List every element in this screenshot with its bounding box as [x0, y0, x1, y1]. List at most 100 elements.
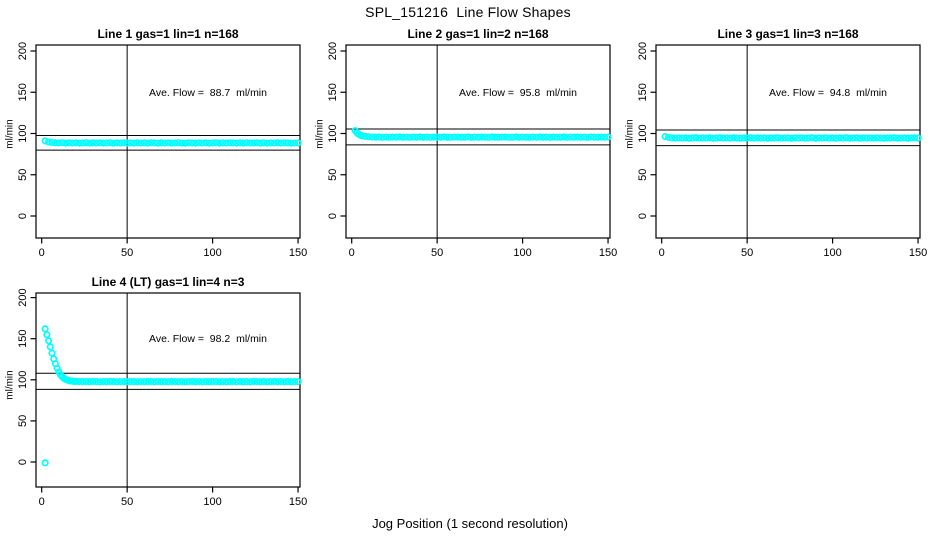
- data-point: [716, 134, 724, 142]
- data-point: [577, 133, 585, 141]
- data-point: [893, 134, 902, 142]
- data-point: [774, 134, 782, 142]
- x-axis-tick-label: 150: [289, 496, 307, 508]
- data-point: [137, 377, 145, 386]
- data-point: [532, 133, 540, 141]
- data-point: [389, 133, 397, 141]
- panel-3-ave-flow-annotation: Ave. Flow = 94.8 ml/min: [769, 87, 887, 99]
- x-axis-tick-label: 100: [513, 247, 531, 259]
- data-point: [243, 139, 251, 147]
- data-point: [454, 133, 462, 141]
- data-point: [232, 378, 241, 386]
- data-point: [702, 134, 710, 142]
- plot-frame: [35, 292, 301, 488]
- y-axis-tick-label: 100: [327, 124, 339, 142]
- data-point: [675, 134, 683, 142]
- data-point: [62, 139, 70, 147]
- data-point: [209, 139, 217, 147]
- x-axis-tick-label: 150: [599, 247, 617, 259]
- data-point: [113, 378, 121, 386]
- data-point: [127, 139, 135, 147]
- data-point: [150, 378, 159, 386]
- data-point: [678, 134, 686, 142]
- data-point: [409, 133, 417, 141]
- data-point: [549, 133, 557, 141]
- data-point: [133, 378, 141, 386]
- data-point: [529, 133, 537, 141]
- data-point: [560, 133, 568, 141]
- data-point: [75, 139, 83, 147]
- panel-4-y-axis-label: ml/min: [4, 370, 16, 400]
- data-point: [907, 134, 915, 142]
- data-point: [130, 139, 138, 147]
- data-point: [846, 134, 854, 142]
- data-point: [120, 378, 128, 386]
- data-point: [856, 134, 864, 142]
- data-point: [914, 134, 922, 142]
- data-point: [426, 133, 434, 141]
- data-point: [385, 133, 393, 141]
- data-point: [712, 134, 720, 142]
- data-point: [512, 133, 520, 141]
- data-point: [498, 133, 506, 141]
- data-point: [726, 134, 734, 142]
- data-point: [406, 133, 414, 141]
- data-point: [443, 133, 451, 141]
- data-point: [178, 139, 186, 147]
- data-point: [174, 378, 182, 386]
- y-axis-tick-label: 200: [327, 42, 339, 60]
- data-point: [287, 378, 295, 386]
- data-point: [361, 132, 369, 141]
- data-point: [205, 139, 213, 147]
- data-point: [760, 134, 768, 142]
- panel-3-y-axis-label: ml/min: [624, 119, 636, 149]
- data-point: [587, 133, 595, 141]
- data-point: [416, 133, 424, 141]
- data-point: [733, 134, 741, 142]
- data-point: [825, 134, 833, 142]
- data-point: [488, 133, 496, 141]
- data-point: [495, 133, 503, 141]
- data-point: [467, 133, 475, 141]
- data-point: [832, 134, 840, 142]
- data-point: [457, 133, 465, 141]
- data-point: [566, 133, 575, 141]
- data-point: [291, 377, 299, 386]
- data-point: [849, 134, 857, 142]
- y-axis-tick-label: 100: [17, 124, 29, 142]
- data-point: [447, 133, 455, 141]
- panel-2-title: Line 2 gas=1 lin=2 n=168: [407, 27, 549, 41]
- data-point: [399, 133, 407, 141]
- data-point: [44, 337, 53, 345]
- data-point: [870, 134, 878, 142]
- x-axis-tick-label: 0: [349, 247, 355, 259]
- data-point: [791, 134, 799, 142]
- data-point: [277, 139, 285, 147]
- data-point: [811, 134, 820, 142]
- data-point: [876, 134, 885, 142]
- data-point: [106, 377, 114, 385]
- data-point: [753, 134, 761, 142]
- y-axis-tick-label: 100: [637, 124, 649, 142]
- data-point: [866, 134, 874, 142]
- data-point: [695, 134, 703, 142]
- data-point: [740, 134, 748, 142]
- data-point: [501, 133, 510, 141]
- data-point: [205, 378, 213, 386]
- y-axis-tick-label: 200: [17, 288, 29, 306]
- data-point: [250, 377, 258, 385]
- data-point: [96, 378, 104, 386]
- data-point: [157, 139, 165, 147]
- data-point: [188, 377, 196, 385]
- data-point: [842, 134, 850, 142]
- data-point: [48, 138, 56, 147]
- data-point: [82, 377, 90, 386]
- data-point: [852, 134, 861, 142]
- data-point: [226, 139, 234, 147]
- data-point: [51, 139, 59, 147]
- data-point: [243, 378, 251, 386]
- data-point: [365, 133, 373, 141]
- x-axis-tick-label: 100: [823, 247, 841, 259]
- data-point: [89, 377, 97, 385]
- data-point: [198, 378, 206, 386]
